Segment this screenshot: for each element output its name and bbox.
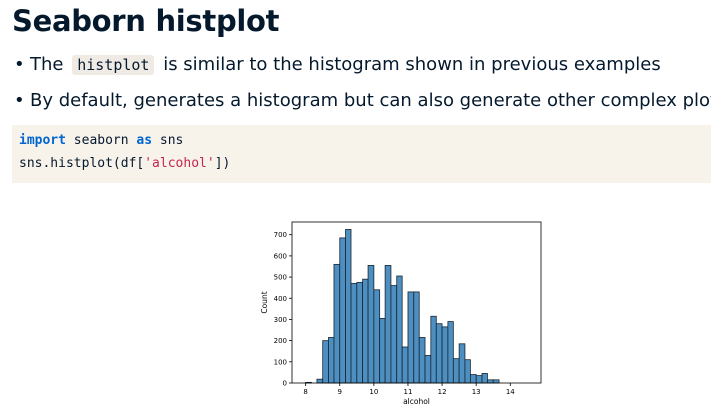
code-string: 'alcohol': [144, 156, 215, 171]
histogram-bar: [487, 379, 494, 384]
histogram-bar: [362, 278, 369, 384]
histogram-bar: [356, 281, 364, 384]
histogram-bar: [384, 265, 392, 384]
histogram-bar: [322, 340, 329, 384]
histogram-bar: [407, 291, 415, 384]
x-tick-label: 14: [506, 388, 515, 396]
histogram-bar: [328, 337, 335, 384]
histogram-bar: [481, 373, 488, 384]
y-tick-label: 100: [274, 358, 287, 366]
x-tick-label: 12: [438, 388, 447, 396]
histogram-chart: 0 100 200 300 400 500 600 700 8 9 10 11 12 13 14 alcoho…: [260, 221, 542, 406]
histogram-bar: [333, 263, 341, 384]
histogram-bar: [345, 229, 352, 384]
code-call: sns.histplot(df[: [19, 156, 145, 171]
bullet-dot: •: [14, 90, 25, 111]
histogram-bar: [379, 317, 386, 384]
y-axis-label: Count: [260, 291, 269, 313]
histogram-bar: [413, 291, 420, 384]
inline-code: histplot: [72, 55, 155, 75]
histogram-bar: [492, 379, 500, 384]
histogram-bar: [441, 326, 449, 384]
plot-frame: [291, 221, 542, 384]
x-axis-label: alcohol: [403, 397, 430, 406]
slide-title: Seaborn histplot: [12, 4, 280, 38]
bullet-item: • By default, generates a histogram but c…: [14, 90, 711, 111]
histogram-bar: [452, 358, 460, 384]
code-keyword: import: [19, 133, 66, 148]
x-tick-label: 11: [404, 388, 413, 396]
histogram-bar: [316, 378, 324, 384]
histogram-bar: [373, 289, 381, 384]
y-tick-label: 300: [274, 316, 287, 324]
bullet-item: • The histplot is similar to the histogra…: [14, 54, 661, 75]
y-tick-label: 0: [283, 380, 287, 388]
code-line: sns.histplot(df['alcohol']): [19, 156, 230, 171]
x-tick-label: 9: [338, 388, 342, 396]
histogram-bar: [350, 283, 358, 384]
code-module: seaborn: [65, 133, 137, 148]
bullet-text-after: is similar to the histogram shown in pre…: [163, 54, 661, 75]
y-tick-label: 500: [274, 274, 287, 282]
x-tick-label: 8: [303, 388, 307, 396]
histogram-bar: [435, 323, 443, 384]
histogram-bar: [418, 337, 426, 384]
code-alias: sns: [152, 133, 184, 148]
histogram-bar: [464, 359, 471, 384]
code-call-end: ]): [214, 156, 231, 171]
y-tick-label: 700: [274, 231, 287, 239]
code-keyword: as: [136, 133, 153, 148]
histogram-bar: [396, 275, 403, 384]
y-tick-label: 600: [274, 252, 287, 260]
histogram-bar: [430, 315, 437, 384]
x-tick-label: 13: [472, 388, 481, 396]
bullet-text: By default, generates a histogram but ca…: [30, 90, 711, 111]
y-tick-label: 200: [274, 337, 287, 345]
code-line: import seaborn as sns: [19, 133, 183, 148]
histogram-bar: [458, 343, 466, 384]
histogram-bar: [339, 237, 346, 384]
histogram-bar: [447, 321, 454, 384]
histogram-bar: [401, 346, 409, 384]
histogram-bar: [469, 374, 477, 384]
histogram-bar: [390, 285, 398, 384]
code-block: import seaborn as sns sns.histplot(df['a…: [12, 125, 711, 183]
histogram-bar: [367, 265, 375, 384]
x-tick-label: 10: [369, 388, 378, 396]
y-tick-label: 400: [274, 295, 287, 303]
histogram-bar: [424, 355, 432, 384]
bullet-text-before: The: [30, 54, 64, 75]
bullet-dot: •: [14, 54, 25, 75]
histogram-bar: [475, 375, 483, 384]
